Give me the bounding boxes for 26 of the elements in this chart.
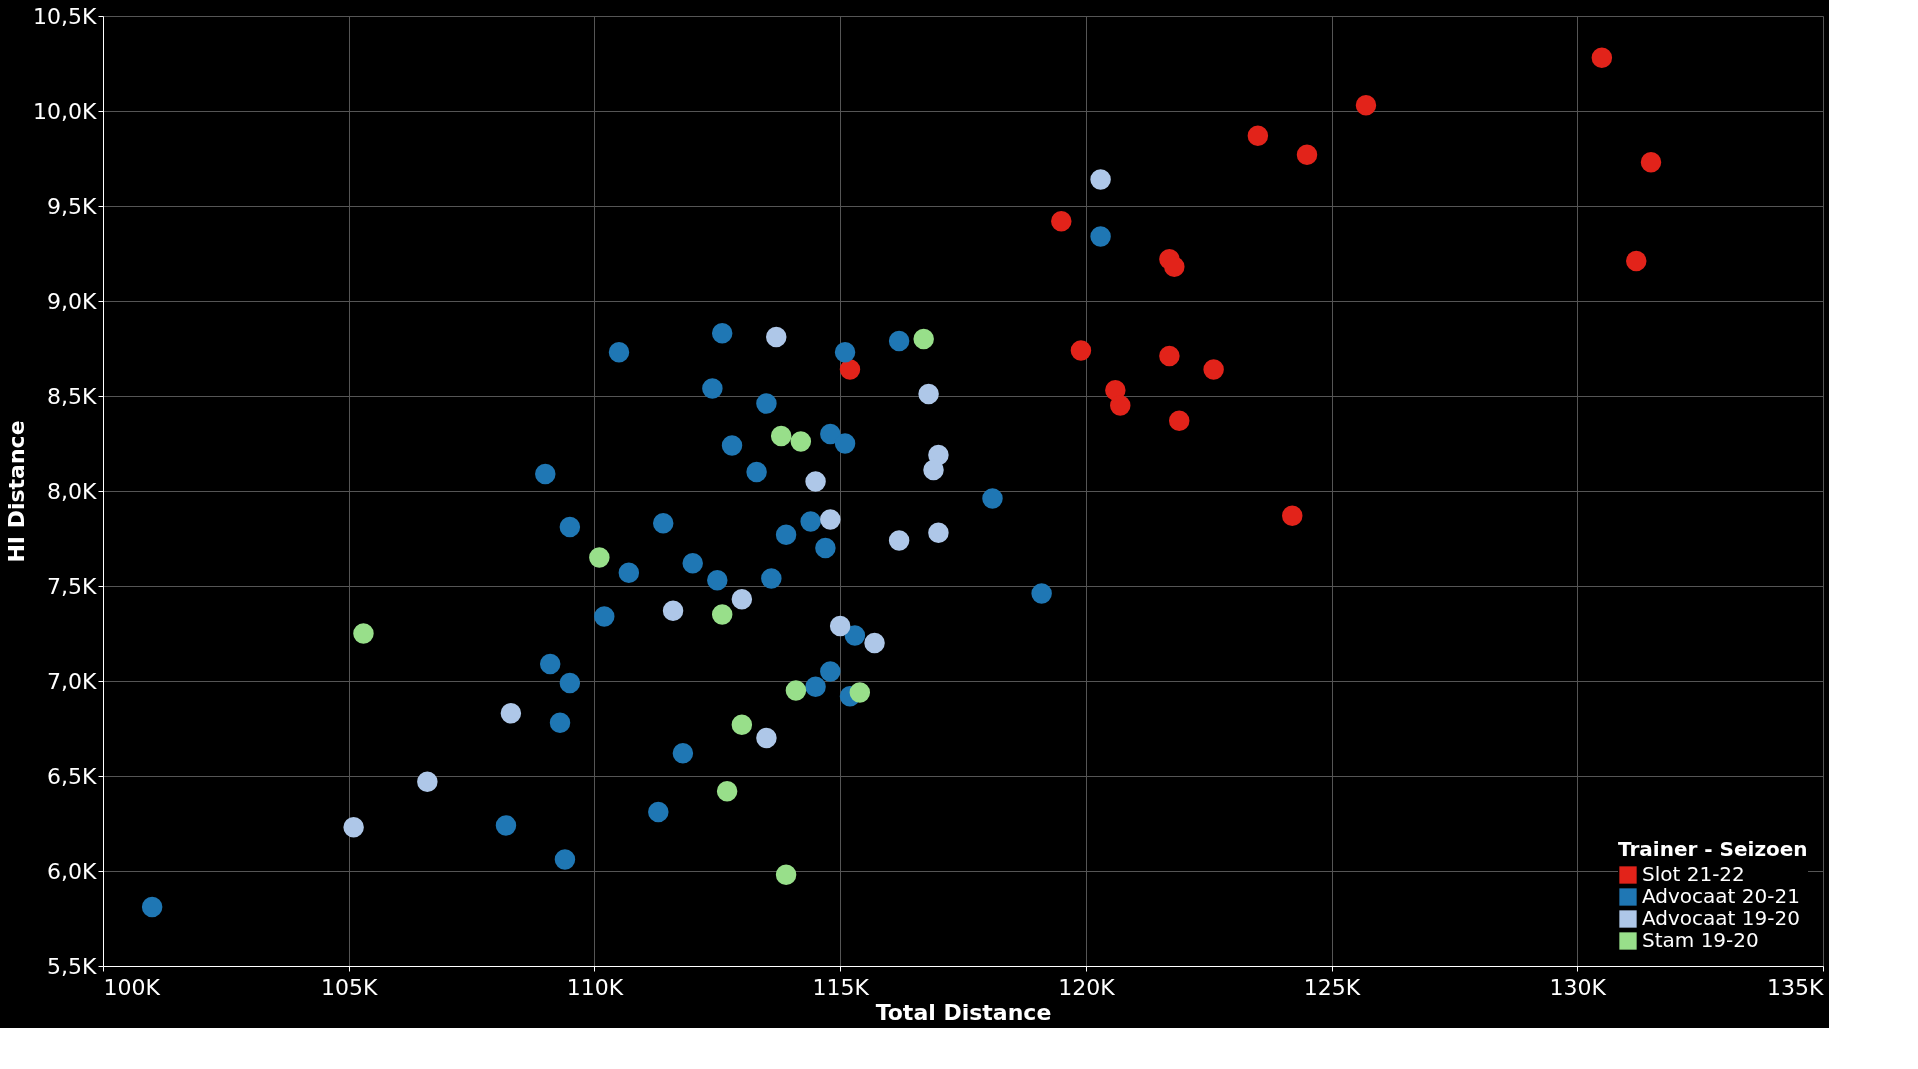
x-tick-label: 110K [566, 974, 624, 1000]
y-tick-label: 8,0K [47, 478, 98, 504]
y-tick-label: 8,5K [47, 383, 98, 409]
y-tick-label: 6,5K [47, 763, 98, 789]
legend-label: Advocaat 20-21 [1642, 884, 1800, 908]
x-axis-title: Total Distance [875, 999, 1052, 1025]
y-tick-label: 7,0K [47, 668, 98, 694]
x-tick-label: 135K [1767, 974, 1825, 1000]
y-tick-label: 6,0K [47, 858, 98, 884]
x-tick-label: 115K [812, 974, 870, 1000]
y-tick-label: 10,0K [33, 98, 98, 124]
y-tick-label: 9,0K [47, 288, 98, 314]
y-axis-title: HI Distance [4, 420, 30, 563]
legend-label: Stam 19-20 [1642, 928, 1759, 952]
legend-label: Advocaat 19-20 [1642, 906, 1800, 930]
x-tick-label: 120K [1058, 974, 1116, 1000]
y-tick-label: 7,5K [47, 573, 98, 599]
x-tick-label: 130K [1549, 974, 1607, 1000]
x-tick-label: 125K [1303, 974, 1361, 1000]
y-tick-label: 9,5K [47, 193, 98, 219]
y-tick-label: 5,5K [47, 953, 98, 979]
y-tick-label: 10,5K [33, 3, 98, 29]
x-tick-label: 105K [321, 974, 378, 1000]
legend-label: Slot 21-22 [1642, 862, 1745, 886]
x-tick-label: 100K [103, 974, 161, 1000]
legend-title: Trainer - Seizoen [1618, 837, 1808, 861]
